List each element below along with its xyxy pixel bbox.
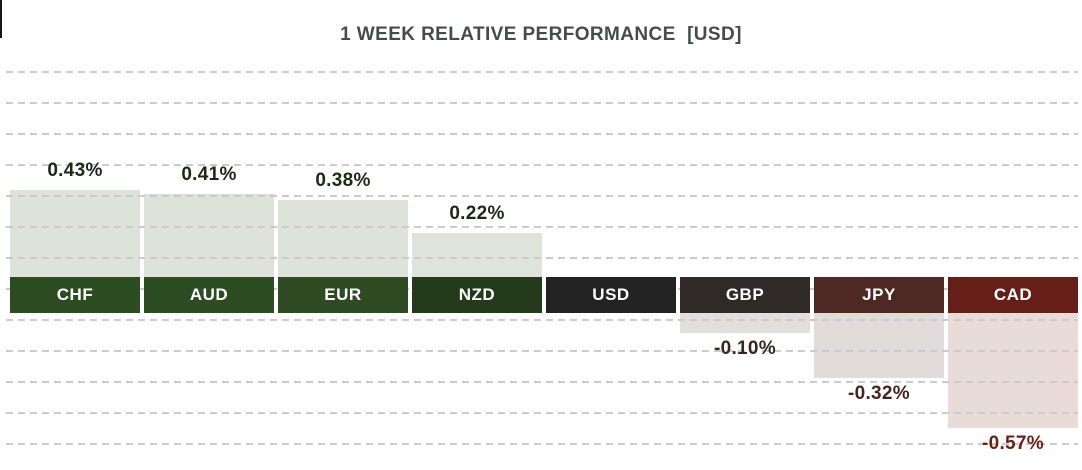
category-label-cad: CAD	[948, 277, 1078, 313]
bar-gbp	[680, 313, 810, 333]
gridline	[6, 412, 1078, 414]
gridline	[6, 319, 1078, 321]
gridline	[6, 257, 1078, 259]
y-axis-line	[0, 0, 2, 38]
gridline	[6, 102, 1078, 104]
category-label-nzd: NZD	[412, 277, 542, 313]
bar-jpy	[814, 313, 944, 378]
category-label-gbp: GBP	[680, 277, 810, 313]
category-label-chf: CHF	[10, 277, 140, 313]
gridline	[6, 288, 1078, 290]
bar-aud	[144, 194, 274, 277]
bar-eur	[278, 200, 408, 277]
category-label-jpy: JPY	[814, 277, 944, 313]
value-label-gbp: -0.10%	[713, 338, 776, 359]
gridline	[6, 164, 1078, 166]
gridline	[6, 381, 1078, 383]
gridline	[6, 350, 1078, 352]
value-label-nzd: 0.22%	[449, 203, 505, 224]
gridline	[6, 226, 1078, 228]
value-label-aud: 0.41%	[181, 164, 237, 185]
gridline	[6, 71, 1078, 73]
gridline	[6, 443, 1078, 445]
gridline	[6, 195, 1078, 197]
value-label-cad: -0.57%	[981, 433, 1044, 454]
value-label-chf: 0.43%	[47, 160, 103, 181]
category-label-usd: USD	[546, 277, 676, 313]
category-label-aud: AUD	[144, 277, 274, 313]
bar-chf	[10, 190, 140, 277]
bar-nzd	[412, 233, 542, 277]
category-label-eur: EUR	[278, 277, 408, 313]
bar-cad	[948, 313, 1078, 428]
gridline	[6, 133, 1078, 135]
chart-title: 1 WEEK RELATIVE PERFORMANCE [USD]	[340, 24, 742, 45]
value-label-jpy: -0.32%	[847, 383, 910, 404]
value-label-eur: 0.38%	[315, 170, 371, 191]
